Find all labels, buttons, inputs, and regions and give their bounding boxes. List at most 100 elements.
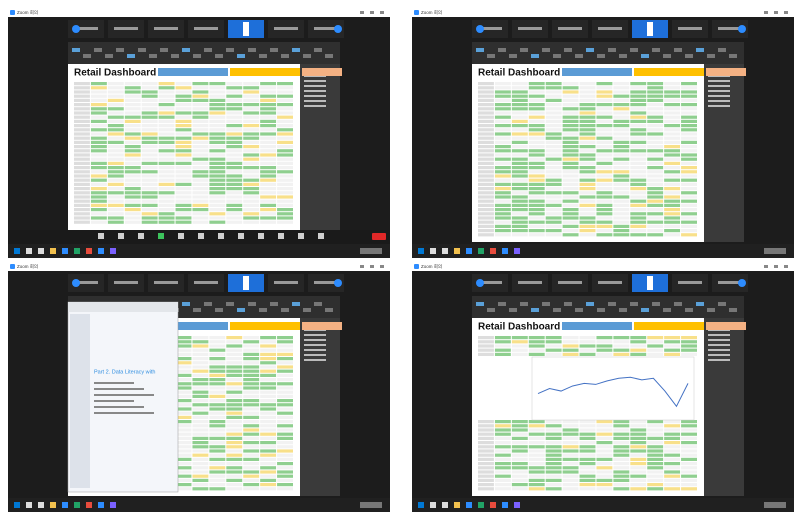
taskbar-icon[interactable] bbox=[26, 502, 32, 508]
nav-arrow[interactable] bbox=[476, 279, 484, 287]
nav-arrow[interactable] bbox=[738, 25, 746, 33]
nav-arrow[interactable] bbox=[334, 279, 342, 287]
toolbar-button[interactable] bbox=[98, 233, 104, 239]
taskbar-icon[interactable] bbox=[74, 502, 80, 508]
taskbar-icon[interactable] bbox=[110, 248, 116, 254]
window-control[interactable] bbox=[774, 11, 778, 14]
window-control[interactable] bbox=[360, 265, 364, 268]
taskbar-icon[interactable] bbox=[98, 248, 104, 254]
toolbar-button[interactable] bbox=[118, 233, 124, 239]
taskbar-icon[interactable] bbox=[86, 248, 92, 254]
window-control[interactable] bbox=[784, 11, 788, 14]
taskbar-icon[interactable] bbox=[514, 248, 520, 254]
slicer[interactable] bbox=[562, 322, 632, 330]
toolbar-button[interactable] bbox=[178, 233, 184, 239]
toolbar-button[interactable] bbox=[298, 233, 304, 239]
taskbar-icon[interactable] bbox=[490, 502, 496, 508]
cell bbox=[175, 170, 192, 174]
window-control[interactable] bbox=[380, 265, 384, 268]
toolbar-button[interactable] bbox=[258, 233, 264, 239]
taskbar-icon[interactable] bbox=[478, 502, 484, 508]
cell bbox=[277, 386, 293, 390]
toolbar-button[interactable] bbox=[238, 233, 244, 239]
cell bbox=[579, 466, 596, 470]
nav-arrow[interactable] bbox=[72, 279, 80, 287]
taskbar-icon[interactable] bbox=[110, 502, 116, 508]
cell bbox=[243, 378, 260, 382]
taskbar-icon[interactable] bbox=[418, 248, 424, 254]
taskbar-icon[interactable] bbox=[418, 502, 424, 508]
taskbar-icon[interactable] bbox=[466, 248, 472, 254]
window-control[interactable] bbox=[360, 11, 364, 14]
taskbar-icon[interactable] bbox=[14, 248, 20, 254]
slicer[interactable] bbox=[230, 322, 300, 330]
slicer[interactable] bbox=[706, 68, 746, 76]
taskbar-icon[interactable] bbox=[478, 248, 484, 254]
taskbar-icon[interactable] bbox=[74, 248, 80, 254]
window-control[interactable] bbox=[784, 265, 788, 268]
toolbar-button[interactable] bbox=[218, 233, 224, 239]
window-control[interactable] bbox=[380, 11, 384, 14]
taskbar-icon[interactable] bbox=[38, 248, 44, 254]
taskbar-icon[interactable] bbox=[62, 502, 68, 508]
taskbar-icon[interactable] bbox=[430, 248, 436, 254]
taskbar-icon[interactable] bbox=[50, 502, 56, 508]
slicer[interactable] bbox=[158, 322, 228, 330]
taskbar-icon[interactable] bbox=[442, 502, 448, 508]
slicer[interactable] bbox=[634, 68, 704, 76]
cell bbox=[613, 161, 630, 165]
taskbar-icon[interactable] bbox=[14, 502, 20, 508]
cell bbox=[681, 94, 697, 98]
toolbar-button[interactable] bbox=[318, 233, 324, 239]
cell bbox=[478, 233, 494, 237]
cell bbox=[494, 436, 511, 440]
taskbar-icon[interactable] bbox=[454, 248, 460, 254]
slicer[interactable] bbox=[562, 68, 632, 76]
slicer[interactable] bbox=[302, 322, 342, 330]
slicer[interactable] bbox=[302, 68, 342, 76]
cell bbox=[226, 98, 243, 102]
taskbar-icon[interactable] bbox=[38, 502, 44, 508]
taskbar-icon[interactable] bbox=[514, 502, 520, 508]
nav-arrow[interactable] bbox=[334, 25, 342, 33]
ribbon-button bbox=[553, 308, 561, 312]
window-control[interactable] bbox=[764, 11, 768, 14]
nav-arrow[interactable] bbox=[476, 25, 484, 33]
toolbar-button[interactable] bbox=[158, 233, 164, 239]
toolbar-button[interactable] bbox=[278, 233, 284, 239]
toolbar-button[interactable] bbox=[198, 233, 204, 239]
toolbar-button[interactable] bbox=[138, 233, 144, 239]
taskbar-icon[interactable] bbox=[502, 248, 508, 254]
taskbar-icon[interactable] bbox=[98, 502, 104, 508]
nav-arrow[interactable] bbox=[738, 279, 746, 287]
taskbar-icon[interactable] bbox=[62, 248, 68, 254]
taskbar-icon[interactable] bbox=[442, 248, 448, 254]
taskbar-icon[interactable] bbox=[454, 502, 460, 508]
cell bbox=[562, 98, 579, 102]
taskbar-icon[interactable] bbox=[490, 248, 496, 254]
slicer[interactable] bbox=[706, 322, 746, 330]
cell bbox=[562, 336, 579, 340]
cell bbox=[478, 157, 494, 161]
cell bbox=[511, 128, 528, 132]
taskbar-icon[interactable] bbox=[86, 502, 92, 508]
window-control[interactable] bbox=[370, 11, 374, 14]
taskbar-icon[interactable] bbox=[26, 248, 32, 254]
cell bbox=[528, 140, 545, 144]
leave-button[interactable] bbox=[372, 233, 386, 240]
slicer[interactable] bbox=[230, 68, 300, 76]
taskbar-icon[interactable] bbox=[50, 248, 56, 254]
taskbar-icon[interactable] bbox=[502, 502, 508, 508]
cell bbox=[277, 216, 293, 220]
cell bbox=[175, 161, 192, 165]
slicer[interactable] bbox=[158, 68, 228, 76]
window-control[interactable] bbox=[370, 265, 374, 268]
nav-arrow[interactable] bbox=[72, 25, 80, 33]
taskbar-icon[interactable] bbox=[466, 502, 472, 508]
slicer[interactable] bbox=[634, 322, 704, 330]
window-control[interactable] bbox=[774, 265, 778, 268]
cell bbox=[579, 457, 596, 461]
window-control[interactable] bbox=[764, 265, 768, 268]
taskbar-icon[interactable] bbox=[430, 502, 436, 508]
cell bbox=[260, 145, 277, 149]
